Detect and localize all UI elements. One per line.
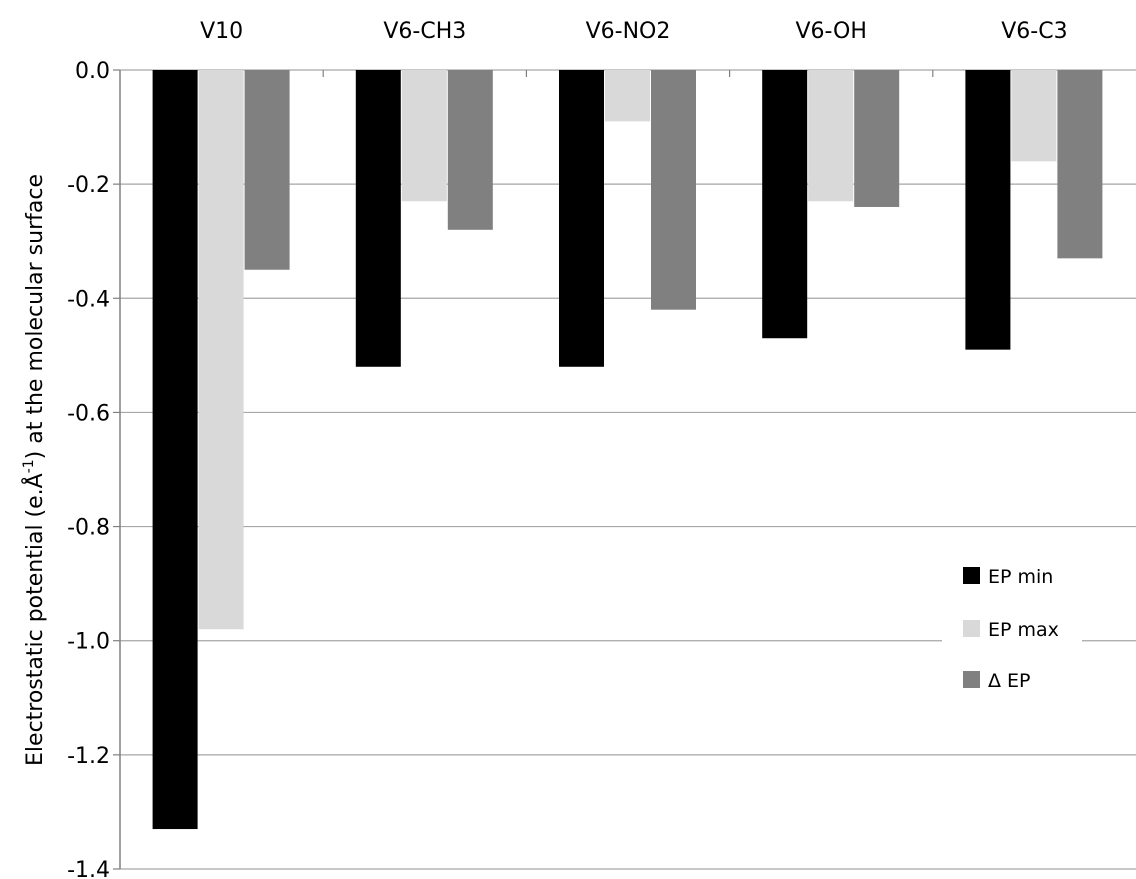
bar-ep-min-v6-ch3 bbox=[355, 70, 401, 367]
legend-label-delta-ep: Δ EP bbox=[988, 670, 1031, 692]
y-tick-label: -0.2 bbox=[67, 173, 110, 198]
bars bbox=[152, 70, 1103, 830]
legend: EP min EP max Δ EP bbox=[942, 548, 1082, 708]
y-axis-label-superscript: -1 bbox=[21, 459, 37, 473]
y-tick-label: -0.4 bbox=[67, 287, 110, 312]
y-axis-label: Electrostatic potential (e.Å-1) at the m… bbox=[21, 174, 48, 766]
bar-ep-max-v10 bbox=[198, 70, 244, 630]
category-label: V6-CH3 bbox=[383, 19, 466, 44]
category-label: V10 bbox=[200, 19, 243, 44]
y-tick-label: -1.2 bbox=[67, 744, 110, 769]
bar--ep-v6-no2 bbox=[651, 70, 696, 310]
bar--ep-v6-oh bbox=[854, 70, 900, 207]
bar-ep-max-v6-c3 bbox=[1011, 70, 1057, 162]
bar-ep-max-v6-ch3 bbox=[401, 70, 447, 202]
y-tick-labels: 0.0 -0.2 -0.4 -0.6 -0.8 -1.0 -1.2 -1.4 bbox=[67, 59, 110, 879]
bar-ep-min-v6-c3 bbox=[965, 70, 1011, 350]
bar--ep-v10 bbox=[244, 70, 290, 270]
bar--ep-v6-ch3 bbox=[447, 70, 493, 230]
bar-ep-min-v6-no2 bbox=[559, 70, 604, 367]
bar-ep-min-v10 bbox=[152, 70, 198, 830]
category-label: V6-C3 bbox=[1001, 19, 1067, 44]
legend-label-ep-min: EP min bbox=[988, 566, 1053, 588]
y-tick-label: -0.6 bbox=[67, 401, 110, 426]
legend-swatch-delta-ep bbox=[963, 671, 980, 688]
y-tick-label: -1.4 bbox=[67, 858, 110, 879]
category-labels: V10 V6-CH3 V6-NO2 V6-OH V6-C3 bbox=[200, 19, 1067, 44]
y-tick-label: -0.8 bbox=[67, 516, 110, 541]
bar-ep-max-v6-oh bbox=[808, 70, 854, 202]
legend-label-ep-max: EP max bbox=[988, 619, 1059, 641]
y-tick-label: 0.0 bbox=[75, 59, 110, 84]
legend-swatch-ep-max bbox=[963, 620, 980, 637]
bar--ep-v6-c3 bbox=[1057, 70, 1103, 259]
bar-ep-max-v6-no2 bbox=[605, 70, 650, 122]
legend-swatch-ep-min bbox=[963, 567, 980, 584]
category-label: V6-OH bbox=[795, 19, 866, 44]
category-label: V6-NO2 bbox=[586, 19, 671, 44]
bar-ep-min-v6-oh bbox=[762, 70, 808, 339]
y-tick-label: -1.0 bbox=[67, 630, 110, 655]
